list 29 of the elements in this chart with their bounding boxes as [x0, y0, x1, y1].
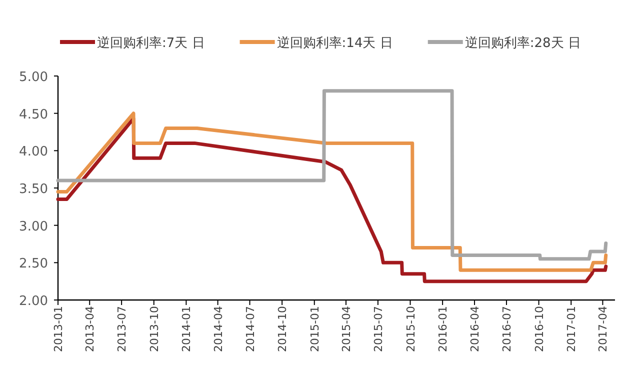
legend-label: 逆回购利率:7天 日	[97, 35, 205, 51]
x-tick-label: 2016-07	[500, 306, 514, 352]
x-tick-label: 2015-04	[340, 306, 353, 352]
x-tick-label: 2014-01	[180, 306, 194, 352]
x-tick-label: 2015-10	[404, 306, 418, 352]
line-series	[56, 89, 608, 261]
x-tick-label: 2015-01	[308, 306, 322, 352]
x-tick-label: 2014-04	[212, 306, 225, 352]
y-tick-label: 2.50	[19, 256, 48, 272]
x-tick-label: 2016-01	[436, 306, 450, 352]
x-tick-label: 2013-04	[84, 306, 97, 352]
x-tick-label: 2016-10	[532, 306, 546, 352]
y-tick-label: 2.00	[19, 294, 48, 309]
x-tick-label: 2016-04	[468, 306, 482, 352]
y-tick-label: 5.00	[19, 70, 48, 85]
x-tick-label: 2017-04	[596, 306, 610, 352]
x-tick-label: 2015-07	[372, 306, 385, 352]
x-tick-label: 2013-10	[148, 306, 161, 352]
legend-label: 逆回购利率:14天 日	[276, 35, 393, 51]
x-tick-label: 2014-10	[276, 306, 290, 352]
x-tick-label: 2014-07	[244, 306, 257, 352]
y-tick-label: 3.50	[19, 182, 48, 197]
x-tick-label: 2013-07	[116, 306, 129, 352]
y-tick-label: 4.50	[19, 107, 48, 122]
x-tick-label: 2017-01	[565, 306, 578, 352]
y-tick-label: 4.00	[19, 144, 48, 160]
legend-label: 逆回购利率:28天 日	[464, 35, 581, 51]
y-tick-label: 3.00	[19, 219, 48, 234]
x-tick-label: 2013-01	[52, 306, 65, 352]
